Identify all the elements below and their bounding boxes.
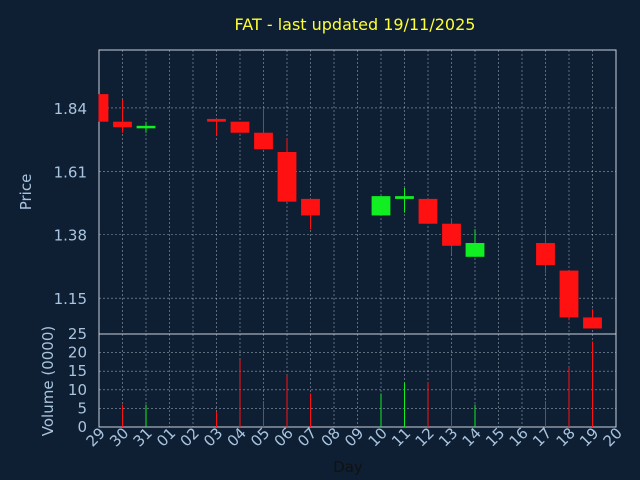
volume-tick-label: 5 — [77, 399, 87, 417]
price-tick-label: 1.84 — [54, 100, 87, 118]
candle-body — [559, 270, 579, 318]
price-tick-label: 1.38 — [54, 227, 87, 245]
price-axis-label: Price — [17, 174, 35, 211]
volume-tick-label: 10 — [68, 381, 87, 399]
candle-body — [583, 317, 602, 329]
candle-body — [418, 198, 438, 224]
volume-axis-label: Volume (0000) — [39, 326, 57, 436]
candle-body — [465, 243, 485, 257]
candle-body — [113, 121, 132, 128]
candle-body — [301, 198, 320, 216]
candle-body — [254, 132, 273, 150]
volume-tick-label: 25 — [68, 325, 87, 343]
volume-tick-label: 15 — [68, 362, 87, 380]
candle-body — [99, 94, 109, 122]
price-tick-label: 1.61 — [54, 163, 87, 181]
candle-body — [230, 121, 250, 133]
candle-body — [207, 118, 226, 122]
candle-body — [395, 196, 414, 199]
chart-title: FAT - last updated 19/11/2025 — [235, 15, 476, 34]
day-axis-label: Day — [333, 458, 363, 476]
day-tick-labels: 2930310102030405060708091011121314151617… — [83, 424, 626, 450]
candle-body — [442, 223, 461, 246]
volume-tick-label: 20 — [68, 344, 87, 362]
volume-tick-label: 0 — [77, 418, 87, 436]
price-tick-label: 1.15 — [54, 290, 87, 308]
candle-body — [371, 196, 391, 216]
price-panel: 1.84 1.61 1.38 1.15 — [54, 49, 617, 335]
candle-body — [536, 243, 555, 266]
candle-body — [136, 125, 156, 129]
candle-body — [277, 152, 297, 202]
